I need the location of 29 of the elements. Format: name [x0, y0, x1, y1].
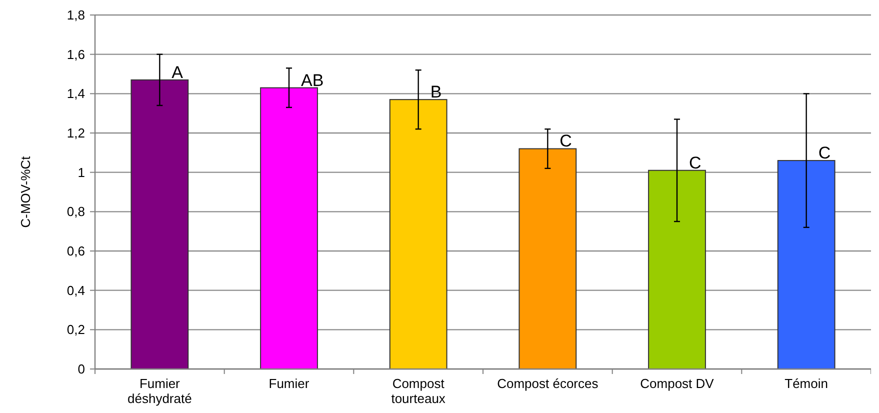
bar [130, 79, 189, 370]
y-tick-label: 1,4 [66, 86, 85, 102]
x-tick-label: Compost DV [640, 376, 714, 391]
x-tick-label: Témoin [784, 376, 828, 391]
y-tick-label: 1,6 [66, 46, 85, 62]
y-tick-label: 0 [78, 362, 85, 377]
annotation: B [430, 82, 442, 102]
y-tick-label: 1,2 [66, 126, 85, 141]
annotation: C [818, 144, 831, 163]
y-tick-label: 1 [78, 164, 85, 180]
y-tick-label: 1,8 [66, 8, 85, 23]
x-tick-label: Compost écorces [497, 376, 599, 391]
y-tick-label: 0,4 [66, 282, 85, 298]
annotation: A [172, 62, 184, 82]
x-tick-label: Compost tourteaux [391, 376, 446, 406]
y-tick-label: 0,8 [66, 204, 85, 220]
bar [648, 170, 706, 370]
x-tick-label: Fumier déshydraté [128, 376, 192, 406]
x-tick-label: Fumier [268, 376, 310, 391]
annotation: C [689, 153, 702, 172]
y-tick-label: 0,6 [66, 244, 85, 259]
bar [260, 87, 318, 370]
bar [777, 160, 836, 370]
bar [518, 148, 577, 370]
bar [389, 99, 448, 370]
y-axis-title: C-MOV-%Ct [18, 156, 33, 228]
y-tick-label: 0,2 [66, 322, 85, 338]
annotation: AB [301, 70, 324, 90]
annotation: C [560, 132, 572, 151]
